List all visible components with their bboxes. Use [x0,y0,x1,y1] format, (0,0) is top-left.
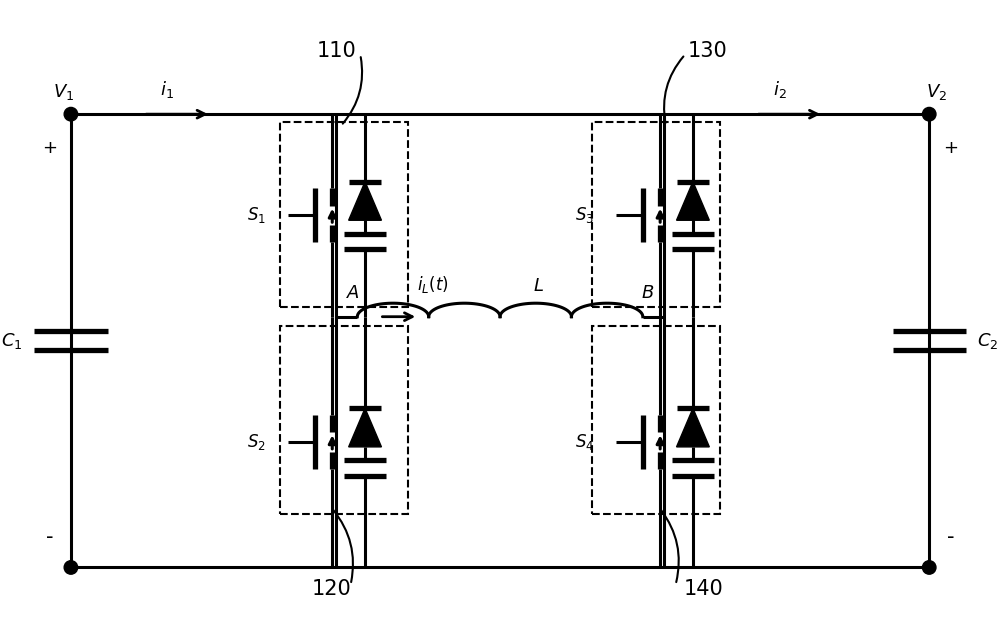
Polygon shape [349,408,381,447]
Circle shape [64,561,78,574]
Text: $i_1$: $i_1$ [160,79,174,100]
Text: $S_4$: $S_4$ [575,432,594,452]
Text: +: + [943,139,958,157]
Text: 140: 140 [683,579,723,598]
Polygon shape [677,408,709,447]
Bar [280,122,408,307]
Text: $L$: $L$ [533,278,544,296]
Text: -: - [46,526,53,547]
Text: $B$: $B$ [641,284,654,302]
Text: 130: 130 [688,41,728,62]
Text: $A$: $A$ [346,284,360,302]
Text: $S_3$: $S_3$ [575,205,594,225]
Text: $V_1$: $V_1$ [53,81,74,102]
Bar [280,326,408,515]
Text: $S_1$: $S_1$ [247,205,266,225]
Text: $C_1$: $C_1$ [1,331,23,351]
Text: $V_2$: $V_2$ [926,81,947,102]
Text: -: - [947,526,954,547]
Polygon shape [677,181,709,220]
Text: 110: 110 [317,41,357,62]
Bar [592,326,720,515]
Text: 120: 120 [312,579,352,598]
Text: $C_2$: $C_2$ [977,331,999,351]
Text: $i_2$: $i_2$ [773,79,787,100]
Circle shape [64,107,78,121]
Text: $S_2$: $S_2$ [247,432,266,452]
Circle shape [922,107,936,121]
Text: $i_L(t)$: $i_L(t)$ [417,275,448,296]
Polygon shape [349,181,381,220]
Text: +: + [42,139,57,157]
Bar [592,122,720,307]
Circle shape [922,561,936,574]
